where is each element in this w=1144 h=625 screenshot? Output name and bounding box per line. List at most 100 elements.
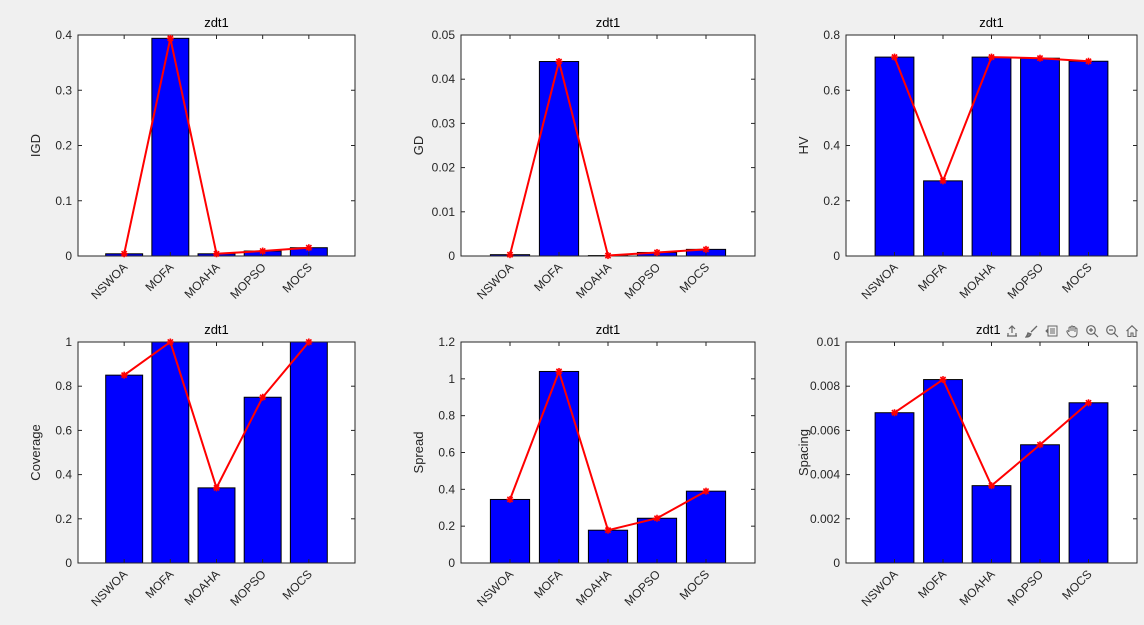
chart-panel-coverage: 0 0.2 0.4 0.6 0.8 1 NSWOA MOFA MOAHA MOPSO MOCS zdt… <box>28 322 356 609</box>
point-marker-mocs <box>702 245 710 253</box>
y-tick-label: 0.2 <box>55 512 72 526</box>
y-tick-label: 0.6 <box>55 423 72 437</box>
y-tick-label: 1 <box>448 372 455 386</box>
y-tick-label: 0.2 <box>55 139 72 153</box>
y-axis-label: GD <box>411 136 426 156</box>
axes-background <box>461 35 755 256</box>
point-marker-mofa <box>166 34 174 42</box>
home-icon[interactable] <box>1123 321 1141 341</box>
x-tick-label-mofa: MOFA <box>143 567 177 601</box>
point-marker-mocs <box>702 487 710 495</box>
x-tick-label-mofa: MOFA <box>531 567 565 601</box>
y-tick-label: 0 <box>448 249 455 263</box>
y-tick-label: 0.6 <box>438 446 455 460</box>
axes-toolbar <box>1003 320 1141 342</box>
bar-mopso <box>1020 57 1060 257</box>
chart-panel-hv: 0 0.2 0.4 0.6 0.8 NSWOA MOFA MOAHA MOPSO MOCS zdt1… <box>796 15 1138 302</box>
x-tick-label-mopso: MOPSO <box>227 567 268 608</box>
y-tick-label: 0.8 <box>438 409 455 423</box>
x-tick-label-mopso: MOPSO <box>1005 260 1046 301</box>
y-tick-label: 0.002 <box>810 512 840 526</box>
y-tick-label: 0.2 <box>438 519 455 533</box>
y-tick-label: 0.04 <box>432 72 456 86</box>
x-tick-label-nswoa: NSWOA <box>88 567 130 609</box>
point-marker-mofa <box>166 338 174 346</box>
chart-title: zdt1 <box>204 322 229 337</box>
point-marker-moaha <box>213 250 220 258</box>
bar-mocs <box>685 490 727 564</box>
zoom-in-icon[interactable] <box>1083 321 1101 341</box>
point-marker-nswoa <box>506 495 514 503</box>
axes-background <box>78 35 355 256</box>
point-marker-moaha <box>988 482 995 490</box>
y-tick-label: 0 <box>65 556 72 570</box>
x-tick-label-moaha: MOAHA <box>573 567 614 608</box>
point-marker-nswoa <box>891 409 898 417</box>
chart-title: zdt1 <box>596 15 621 30</box>
chart-title: zdt1 <box>204 15 229 30</box>
point-marker-mofa <box>939 177 947 185</box>
y-tick-label: 0.4 <box>438 482 455 496</box>
point-marker-moaha <box>988 53 995 61</box>
chart-panel-spread: 0 0.2 0.4 0.6 0.8 1 1.2 NSWOA MOFA MOAHA MOPSO MOCS… <box>411 322 756 609</box>
x-tick-label-moaha: MOAHA <box>957 567 998 608</box>
pan-icon[interactable] <box>1063 321 1081 341</box>
y-tick-label: 0.4 <box>55 28 72 42</box>
point-marker-mocs <box>1085 399 1092 407</box>
bar-nswoa <box>874 412 915 564</box>
bar-mocs <box>1068 60 1109 257</box>
point-marker-moaha <box>604 252 612 260</box>
y-tick-label: 1 <box>65 335 72 349</box>
x-tick-label-mocs: MOCS <box>280 567 315 602</box>
point-marker-mopso <box>653 514 661 522</box>
point-marker-mocs <box>305 338 313 346</box>
point-marker-nswoa <box>120 371 128 379</box>
bar-nswoa <box>105 374 144 564</box>
x-tick-label-nswoa: NSWOA <box>859 260 901 302</box>
chart-title: zdt1 <box>976 322 1001 337</box>
x-tick-label-mopso: MOPSO <box>1005 567 1046 608</box>
x-tick-label-mopso: MOPSO <box>622 567 663 608</box>
point-marker-mopso <box>259 393 267 401</box>
bar-mopso <box>1020 444 1060 564</box>
bar-moaha <box>197 487 236 564</box>
x-tick-label-moaha: MOAHA <box>182 567 223 608</box>
y-tick-label: 0.008 <box>810 379 840 393</box>
point-marker-mofa <box>939 376 947 384</box>
y-tick-label: 0 <box>833 556 840 570</box>
point-marker-mopso <box>259 247 267 255</box>
bar-nswoa <box>489 498 531 564</box>
y-tick-label: 0.4 <box>55 468 72 482</box>
bar-mofa <box>151 37 190 257</box>
point-marker-nswoa <box>891 53 898 61</box>
y-tick-label: 0 <box>65 249 72 263</box>
export-icon[interactable] <box>1003 321 1021 341</box>
y-tick-label: 0.3 <box>55 83 72 97</box>
point-marker-mopso <box>1036 54 1044 62</box>
zoom-out-icon[interactable] <box>1103 321 1121 341</box>
bar-mopso <box>636 517 678 564</box>
y-tick-label: 0.8 <box>55 379 72 393</box>
brush-icon[interactable] <box>1023 321 1041 341</box>
x-tick-label-moaha: MOAHA <box>573 260 614 301</box>
y-tick-label: 0.006 <box>810 423 840 437</box>
y-tick-label: 1.2 <box>438 335 455 349</box>
x-tick-label-mofa: MOFA <box>531 260 565 294</box>
bar-moaha <box>971 56 1012 257</box>
x-tick-label-moaha: MOAHA <box>957 260 998 301</box>
y-tick-label: 0.03 <box>432 116 456 130</box>
chart-title: zdt1 <box>979 15 1004 30</box>
bar-mocs <box>289 341 328 564</box>
y-axis-label: IGD <box>28 134 43 157</box>
data-tips-icon[interactable] <box>1043 321 1061 341</box>
x-tick-label-moaha: MOAHA <box>182 260 223 301</box>
x-tick-label-mocs: MOCS <box>677 567 712 602</box>
x-tick-label-mocs: MOCS <box>677 260 712 295</box>
bar-mofa <box>923 180 963 257</box>
chart-panel-gd: 0 0.01 0.02 0.03 0.04 0.05 NSWOA MOFA MOAHA MOPSO… <box>411 15 756 302</box>
bar-mocs <box>1068 402 1109 564</box>
y-tick-label: 0.02 <box>432 161 456 175</box>
point-marker-nswoa <box>506 251 514 259</box>
